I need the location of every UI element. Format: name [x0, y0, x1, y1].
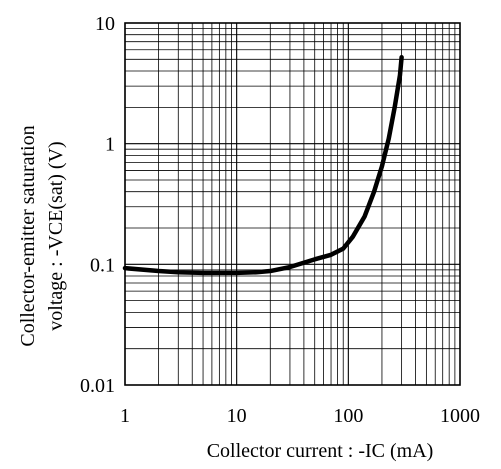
x-tick-labels: 1 10 100 1000 [120, 405, 480, 427]
x-tick-label: 1 [120, 405, 130, 427]
y-tick-labels: 10 1 0.1 0.01 [80, 13, 115, 397]
x-tick-label: 100 [333, 405, 363, 427]
x-axis-label: Collector current : -IC (mA) [207, 440, 434, 462]
y-tick-label: 0.01 [80, 375, 115, 397]
y-tick-label: 1 [105, 134, 115, 156]
x-tick-label: 1000 [440, 405, 480, 427]
y-tick-label: 10 [95, 13, 115, 35]
y-axis-label-line-1: Collector-emitter saturation [17, 125, 39, 346]
y-tick-label: 0.1 [90, 254, 115, 276]
series-line [122, 55, 404, 276]
grid [124, 23, 460, 386]
x-tick-label: 10 [227, 405, 247, 427]
plot-frame [124, 22, 461, 386]
y-axis-label-line-2: voltage : -VCE(sat) (V) [45, 141, 67, 330]
